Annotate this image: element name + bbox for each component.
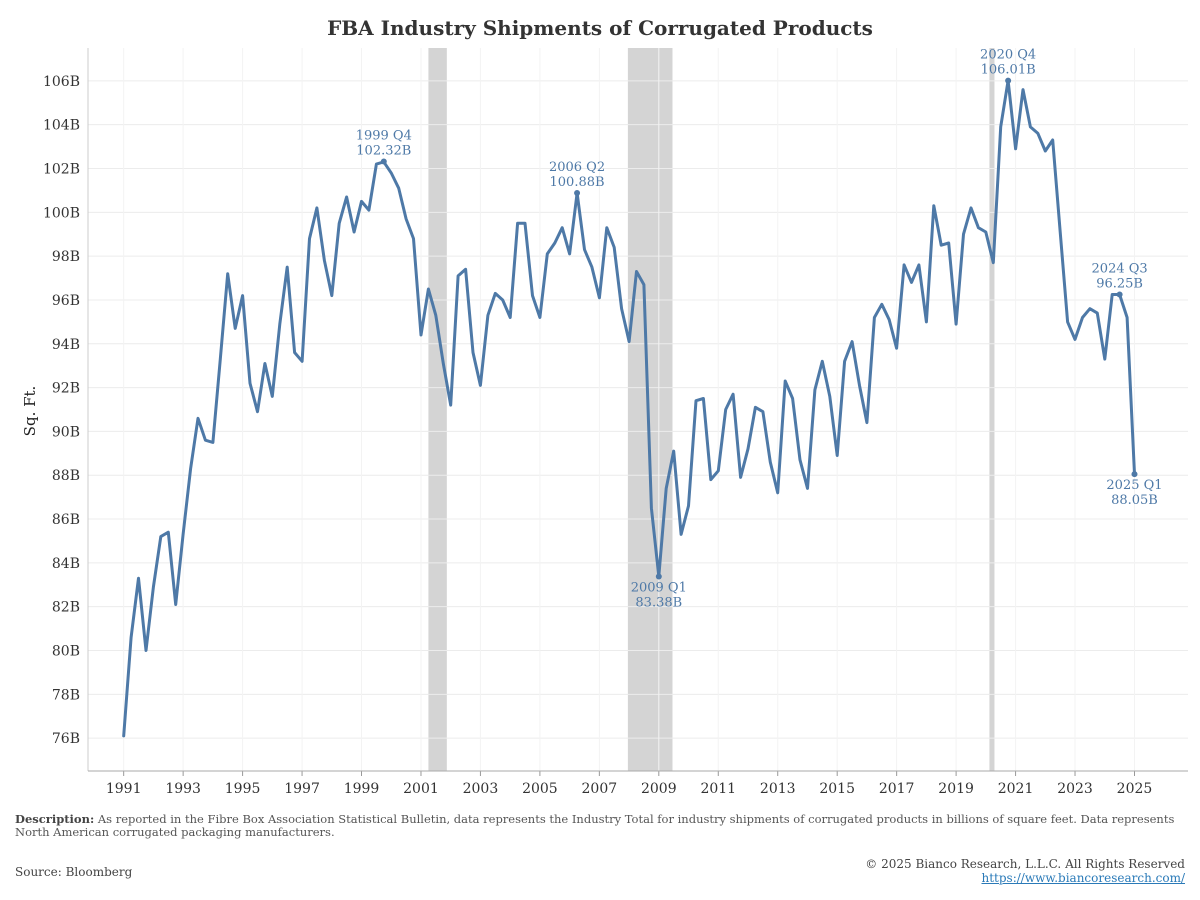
annotation-value: 88.05B <box>1111 493 1158 508</box>
x-tick-label: 2025 <box>1117 781 1153 797</box>
annotation-point <box>655 573 662 580</box>
series-layer <box>122 79 1136 738</box>
series-line-0 <box>122 79 1136 738</box>
recession-band-1 <box>627 48 673 771</box>
x-tick-label: 2003 <box>463 781 499 797</box>
annotation-point <box>1131 471 1138 478</box>
y-tick-label: 76B <box>52 731 80 747</box>
y-tick-label: 100B <box>43 205 80 221</box>
annotation-value: 102.32B <box>356 143 411 158</box>
y-tick-label: 86B <box>52 512 80 528</box>
x-tick-label: 2017 <box>879 781 915 797</box>
x-tick-label: 1995 <box>225 781 261 797</box>
y-tick-label: 90B <box>52 424 80 440</box>
y-tick-label: 104B <box>43 118 80 134</box>
annotation-period: 2024 Q3 <box>1092 261 1148 276</box>
annotation-period: 2020 Q4 <box>980 48 1036 63</box>
x-tick-label: 2009 <box>641 781 677 797</box>
annotation-value: 106.01B <box>981 63 1036 78</box>
y-tick-label: 102B <box>43 162 80 178</box>
x-tick-label: 2011 <box>700 781 736 797</box>
x-tick-label: 1997 <box>284 781 320 797</box>
annotation-value: 96.25B <box>1096 276 1143 291</box>
x-tick-label: 1999 <box>344 781 380 797</box>
annotation-value: 83.38B <box>635 595 682 610</box>
y-axis-title: Sq. Ft. <box>21 386 39 437</box>
description-label: Description: <box>15 812 95 826</box>
recession-band-2 <box>989 48 995 771</box>
website-link[interactable]: https://www.biancoresearch.com/ <box>981 871 1185 885</box>
annotation-point <box>1116 291 1123 298</box>
annotation-period: 2025 Q1 <box>1106 478 1162 493</box>
x-tick-label: 2001 <box>403 781 439 797</box>
x-tick-label: 2013 <box>760 781 796 797</box>
description-text: As reported in the Fibre Box Association… <box>15 812 1175 839</box>
x-tick-label: 2021 <box>998 781 1034 797</box>
source-note: Source: Bloomberg <box>15 865 133 879</box>
x-tick-label: 2023 <box>1057 781 1093 797</box>
description: Description: As reported in the Fibre Bo… <box>15 813 1175 839</box>
axes: 76B 78B 80B 82B 84B 86B 88B 90B 92B 94B 96B 98B 100B… <box>43 48 1188 797</box>
y-tick-label: 92B <box>52 381 80 397</box>
annotation-point <box>574 190 581 197</box>
y-tick-label: 96B <box>52 293 80 309</box>
recession-bands <box>428 48 995 771</box>
y-tick-label: 98B <box>52 249 80 265</box>
x-tick-label: 2019 <box>938 781 974 797</box>
annotation-period: 2009 Q1 <box>631 580 687 595</box>
y-tick-label: 78B <box>52 687 80 703</box>
annotation-period: 1999 Q4 <box>356 128 412 143</box>
annotation-period: 2006 Q2 <box>549 160 605 175</box>
y-tick-label: 94B <box>52 337 80 353</box>
x-tick-label: 2015 <box>819 781 855 797</box>
annotation-point <box>1005 77 1012 84</box>
x-tick-label: 2007 <box>582 781 618 797</box>
y-tick-label: 88B <box>52 468 80 484</box>
y-tick-label: 106B <box>43 74 80 90</box>
copyright-block: © 2025 Bianco Research, L.L.C. All Right… <box>865 857 1185 885</box>
copyright-text: © 2025 Bianco Research, L.L.C. All Right… <box>865 857 1185 871</box>
x-tick-label: 1991 <box>106 781 142 797</box>
recession-band-0 <box>428 48 447 771</box>
y-tick-label: 80B <box>52 644 80 660</box>
chart-title: FBA Industry Shipments of Corrugated Pro… <box>327 16 873 40</box>
annotation-value: 100.88B <box>550 175 605 190</box>
x-tick-label: 1993 <box>165 781 201 797</box>
x-tick-label: 2005 <box>522 781 558 797</box>
annotation-point <box>380 158 387 165</box>
y-tick-label: 84B <box>52 556 80 572</box>
y-tick-label: 82B <box>52 600 80 616</box>
